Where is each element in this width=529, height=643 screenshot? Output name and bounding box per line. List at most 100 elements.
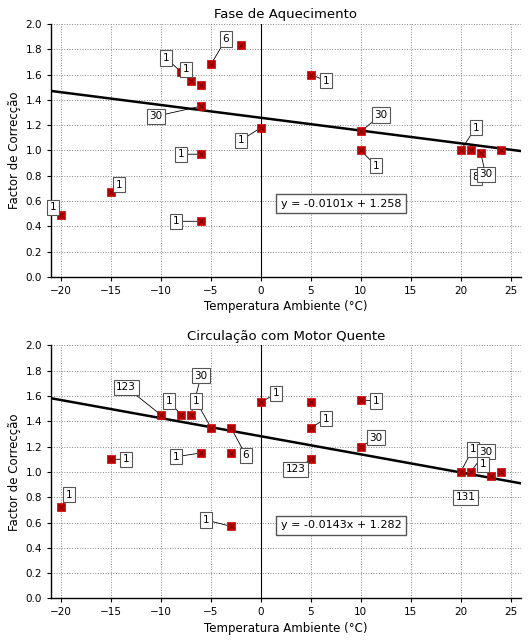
Point xyxy=(467,145,475,156)
Point xyxy=(236,41,245,51)
Point xyxy=(307,69,315,80)
Text: 1: 1 xyxy=(472,123,479,132)
Point xyxy=(357,126,365,136)
Point xyxy=(177,410,185,420)
Point xyxy=(107,454,115,464)
Point xyxy=(187,76,195,86)
Point xyxy=(227,448,235,458)
Text: 123: 123 xyxy=(116,382,136,392)
Point xyxy=(197,149,205,159)
Text: 1: 1 xyxy=(172,216,179,226)
Point xyxy=(197,448,205,458)
X-axis label: Temperatura Ambiente (°C): Temperatura Ambiente (°C) xyxy=(204,300,368,313)
Text: 30: 30 xyxy=(479,170,492,179)
Point xyxy=(197,216,205,226)
Point xyxy=(107,187,115,197)
Point xyxy=(207,59,215,69)
Text: 1: 1 xyxy=(50,203,57,212)
Text: 1: 1 xyxy=(479,459,486,469)
Text: 1: 1 xyxy=(372,396,379,406)
Point xyxy=(307,397,315,408)
Point xyxy=(157,410,165,420)
Text: 30: 30 xyxy=(374,110,387,120)
Point xyxy=(496,467,505,477)
Point xyxy=(257,397,265,408)
Point xyxy=(57,210,66,220)
Point xyxy=(227,521,235,532)
Y-axis label: Factor de Correcção: Factor de Correcção xyxy=(8,413,21,530)
Point xyxy=(467,467,475,477)
Point xyxy=(496,145,505,156)
Point xyxy=(457,467,465,477)
Point xyxy=(307,454,315,464)
Point xyxy=(257,123,265,133)
Point xyxy=(107,454,115,464)
Text: 1: 1 xyxy=(272,388,279,399)
Point xyxy=(236,41,245,51)
Point xyxy=(177,67,185,77)
Point xyxy=(187,410,195,420)
Text: 1: 1 xyxy=(123,454,130,464)
Point xyxy=(197,101,205,111)
Point xyxy=(357,145,365,156)
Text: 123: 123 xyxy=(286,464,306,475)
Point xyxy=(307,397,315,408)
Point xyxy=(307,422,315,433)
Point xyxy=(197,80,205,90)
Point xyxy=(227,422,235,433)
Text: 30: 30 xyxy=(150,111,162,122)
Text: 1: 1 xyxy=(203,515,209,525)
Text: 1: 1 xyxy=(469,444,476,454)
Point xyxy=(207,422,215,433)
Point xyxy=(157,410,165,420)
Point xyxy=(57,502,66,512)
Title: Fase de Aquecimento: Fase de Aquecimento xyxy=(214,8,358,21)
Point xyxy=(467,467,475,477)
Point xyxy=(357,442,365,452)
Point xyxy=(457,145,465,156)
Text: 6: 6 xyxy=(243,451,249,460)
Point xyxy=(357,145,365,156)
Point xyxy=(487,471,495,481)
Text: 1: 1 xyxy=(163,53,169,63)
Point xyxy=(357,126,365,136)
Text: 1: 1 xyxy=(172,452,179,462)
Point xyxy=(467,145,475,156)
Point xyxy=(307,422,315,433)
Point xyxy=(257,123,265,133)
Point xyxy=(307,454,315,464)
Point xyxy=(227,422,235,433)
Point xyxy=(357,395,365,405)
Point xyxy=(207,422,215,433)
Point xyxy=(57,210,66,220)
Text: 30: 30 xyxy=(195,371,207,381)
Point xyxy=(187,410,195,420)
Point xyxy=(197,149,205,159)
Point xyxy=(477,148,485,158)
Point xyxy=(197,448,205,458)
Text: 1: 1 xyxy=(166,396,172,406)
Point xyxy=(457,467,465,477)
Text: 1: 1 xyxy=(183,64,189,75)
Point xyxy=(257,397,265,408)
Point xyxy=(197,216,205,226)
Y-axis label: Factor de Correcção: Factor de Correcção xyxy=(8,92,21,209)
Text: 131: 131 xyxy=(456,493,476,502)
Text: 1: 1 xyxy=(238,135,244,145)
Text: 30: 30 xyxy=(479,447,492,457)
Text: 1: 1 xyxy=(66,490,72,500)
Point xyxy=(197,101,205,111)
Text: y = -0.0143x + 1.282: y = -0.0143x + 1.282 xyxy=(281,520,402,530)
Point xyxy=(187,76,195,86)
Title: Circulação com Motor Quente: Circulação com Motor Quente xyxy=(187,330,385,343)
X-axis label: Temperatura Ambiente (°C): Temperatura Ambiente (°C) xyxy=(204,622,368,635)
Point xyxy=(197,80,205,90)
Point xyxy=(496,467,505,477)
Point xyxy=(177,67,185,77)
Point xyxy=(227,521,235,532)
Point xyxy=(357,395,365,405)
Text: 1: 1 xyxy=(178,149,184,159)
Point xyxy=(357,442,365,452)
Point xyxy=(477,148,485,158)
Text: y = -0.0101x + 1.258: y = -0.0101x + 1.258 xyxy=(281,199,402,208)
